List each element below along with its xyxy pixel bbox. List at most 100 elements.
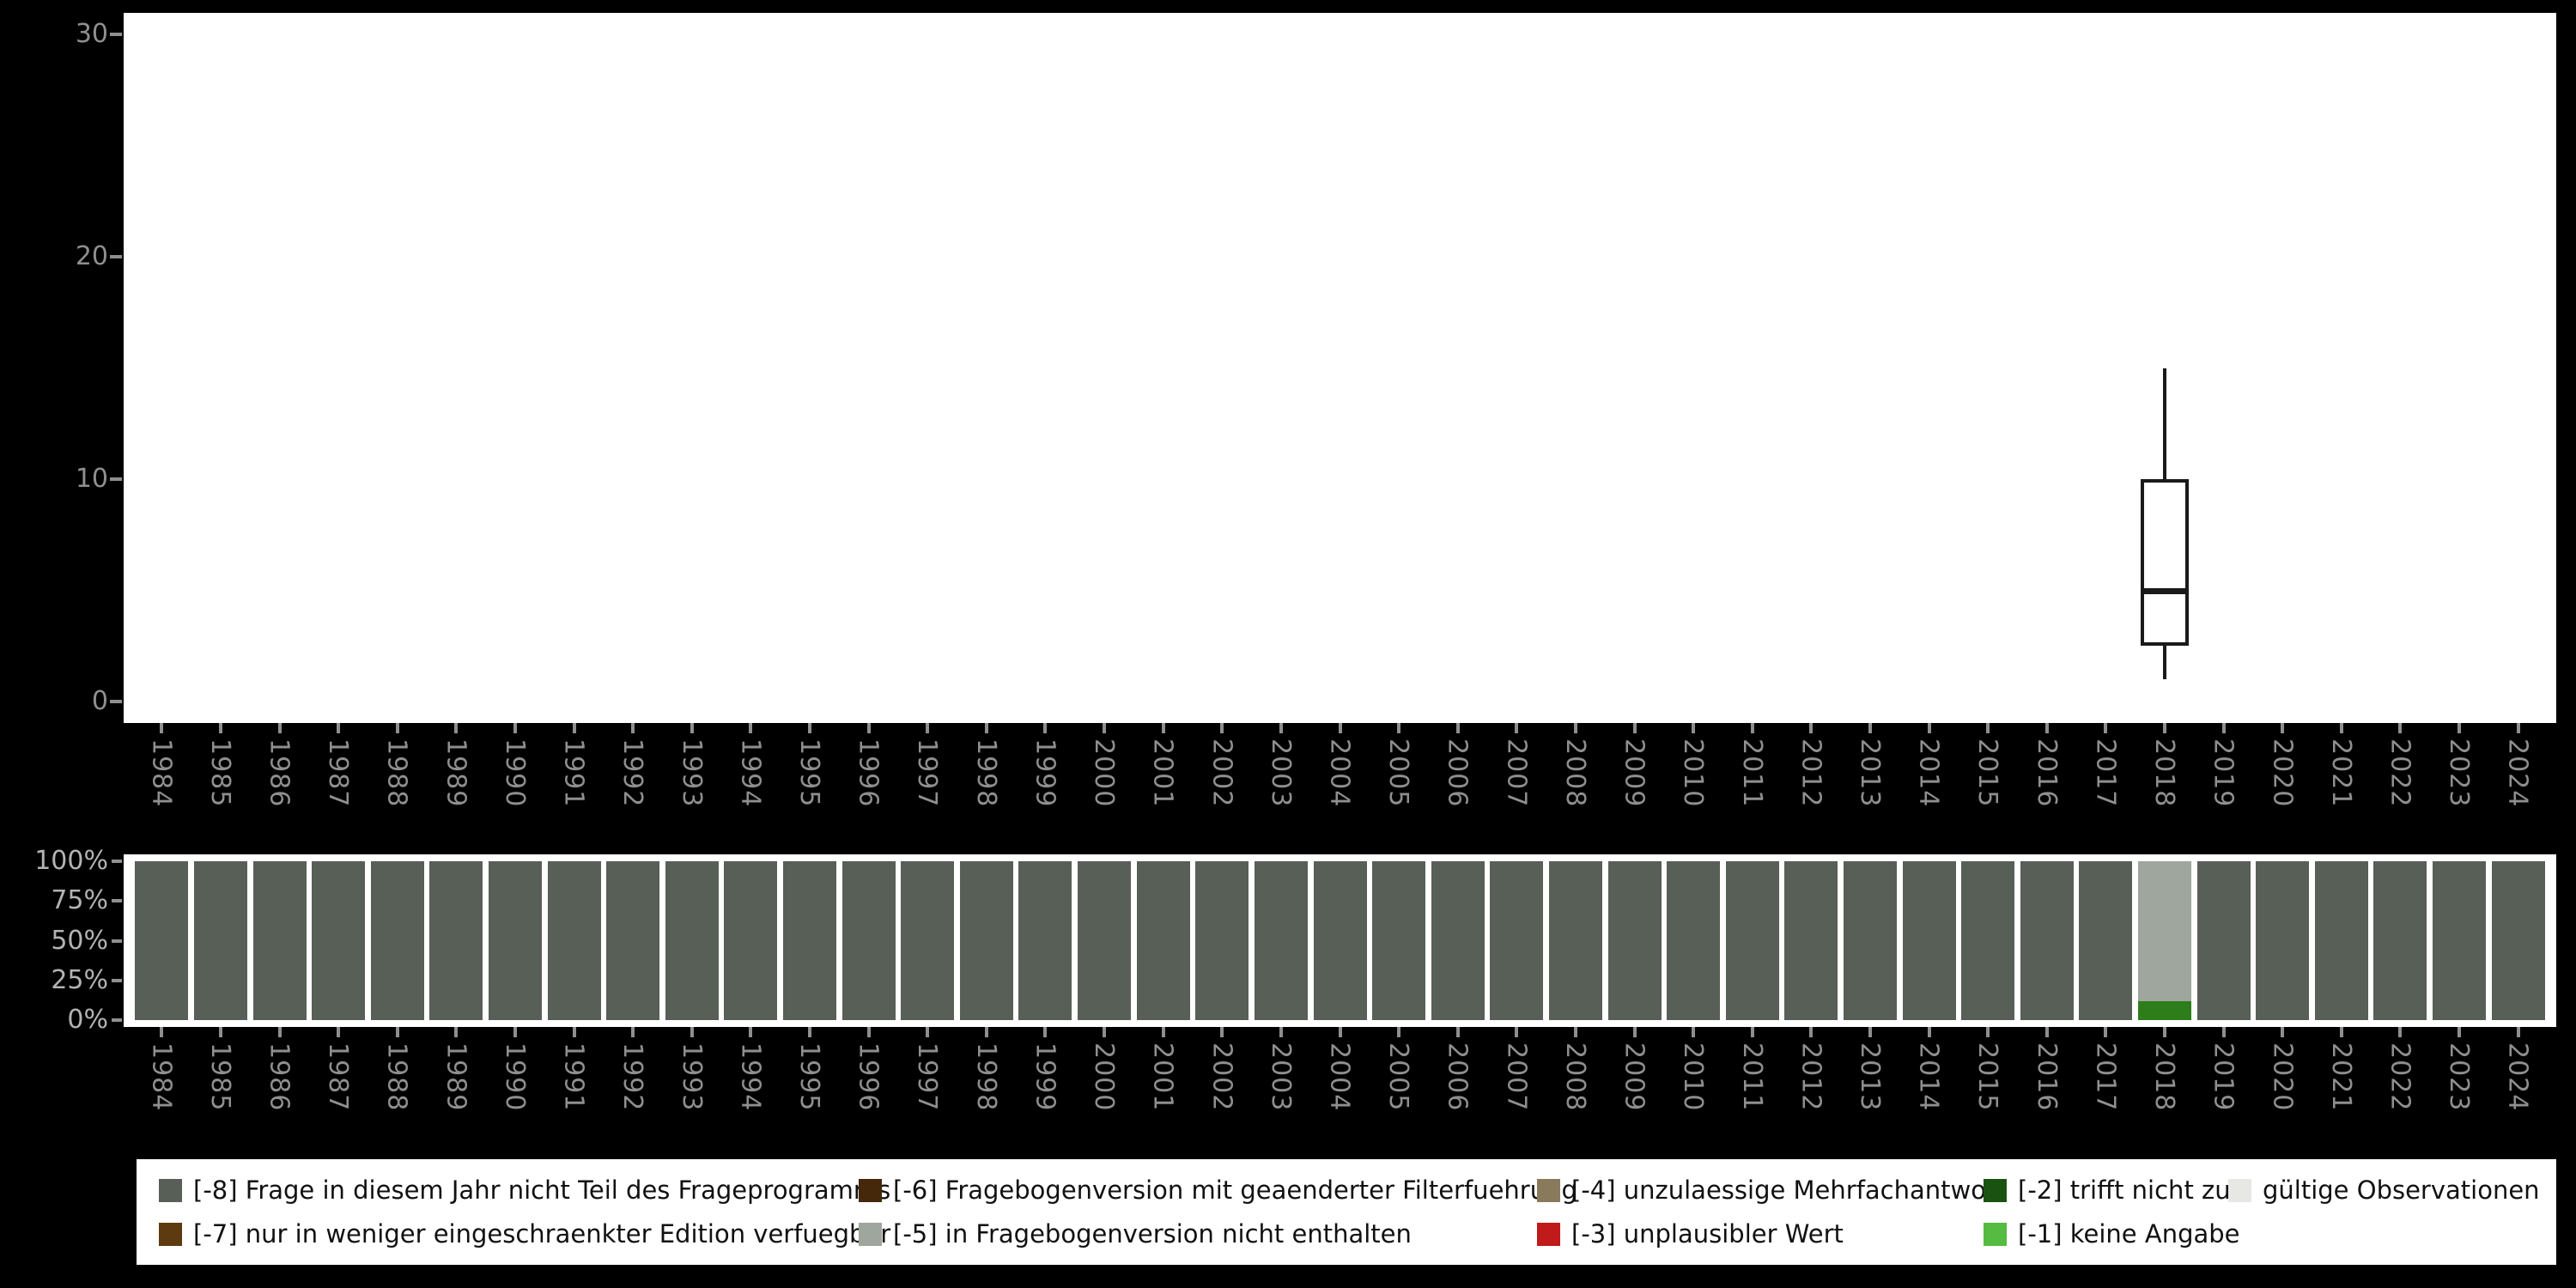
x-axis-tick (1750, 723, 1754, 733)
x-axis-tick (1397, 723, 1401, 733)
x-axis-year-label: 1990 (499, 738, 530, 808)
x-axis-year-label: 2021 (2325, 738, 2356, 808)
pct-axis-tick (112, 939, 122, 943)
legend-label: [-3] unplausibler Wert (1571, 1219, 1844, 1249)
x-axis-year-label: 2009 (1619, 738, 1649, 808)
x-axis-year-label: 1994 (735, 738, 766, 808)
x-axis-year-label: 1984 (146, 1042, 177, 1112)
legend-swatch--8 (159, 1178, 182, 1202)
x-axis-year-label: 2019 (2208, 738, 2239, 808)
x-axis-year-label: 2008 (1559, 738, 1590, 808)
x-axis-year-label: 1999 (1030, 1042, 1060, 1112)
x-axis-year-label: 1992 (617, 1042, 648, 1112)
x-axis-tick (2281, 1027, 2285, 1037)
y-axis-tick (110, 477, 122, 481)
x-axis-tick (337, 1027, 341, 1037)
stacked-bar-segment (1431, 861, 1485, 1020)
x-axis-year-label: 2011 (1736, 1042, 1767, 1112)
x-axis-tick (2339, 1027, 2343, 1037)
stacked-bar-segment (1490, 861, 1544, 1020)
x-axis-tick (1750, 1027, 1754, 1037)
legend-swatch--3 (1537, 1222, 1560, 1246)
x-axis-tick (1279, 723, 1283, 733)
x-axis-year-label: 1985 (204, 1042, 235, 1112)
stacked-bar-segment (1254, 861, 1308, 1020)
stacked-bar-segment (370, 861, 424, 1020)
x-axis-tick (277, 1027, 282, 1037)
x-axis-tick (2221, 1027, 2226, 1037)
x-axis-year-label: 1998 (970, 738, 1001, 808)
x-axis-tick (1397, 1027, 1401, 1037)
x-axis-year-label: 2024 (2502, 738, 2533, 808)
stacked-bar-segment (547, 861, 601, 1020)
x-axis-tick (866, 1027, 871, 1037)
x-axis-year-label: 2002 (1206, 738, 1237, 808)
x-axis-tick (1986, 1027, 1990, 1037)
x-axis-tick (2458, 723, 2462, 733)
x-axis-year-label: 1988 (381, 738, 412, 808)
pct-axis-label: 50% (51, 925, 108, 956)
x-axis-year-label: 1987 (323, 1042, 354, 1112)
x-axis-year-label: 2018 (2149, 1042, 2180, 1112)
stacked-bar-segment (2138, 1000, 2192, 1020)
boxplot-median-line (2141, 587, 2190, 594)
x-axis-year-label: 2022 (2385, 1042, 2415, 1112)
legend-item: [-3] unplausibler Wert (1537, 1219, 1984, 1249)
x-axis-year-label: 2006 (1442, 738, 1473, 808)
stacked-bar-segment (1961, 861, 2015, 1020)
x-axis-year-label: 1989 (440, 1042, 471, 1112)
stacked-bar-segment (2433, 861, 2487, 1020)
x-axis-year-label: 2018 (2149, 738, 2180, 808)
x-axis-tick (749, 1027, 753, 1037)
x-axis-tick (160, 1027, 164, 1037)
legend-item: [-2] trifft nicht zu (1984, 1176, 2231, 1205)
x-axis-tick (984, 723, 988, 733)
pct-axis-tick (112, 978, 122, 982)
pct-axis-tick (112, 899, 122, 903)
x-axis-tick (160, 723, 164, 733)
x-axis-tick (572, 723, 576, 733)
pct-axis-label: 75% (51, 885, 108, 916)
stacked-bar-segment (1843, 861, 1897, 1020)
stacked-bar-segment (2079, 861, 2133, 1020)
x-axis-tick (1692, 1027, 1696, 1037)
x-axis-year-label: 1990 (499, 1042, 530, 1112)
legend-item: [-6] Fragebogenversion mit geaenderter F… (859, 1176, 1577, 1205)
x-axis-tick (2104, 1027, 2108, 1037)
x-axis-year-label: 2012 (1795, 1042, 1826, 1112)
x-axis-tick (1868, 723, 1872, 733)
legend-swatch-valid (2228, 1178, 2251, 1202)
x-axis-year-label: 2016 (2031, 1042, 2062, 1112)
x-axis-year-label: 1991 (558, 1042, 589, 1112)
x-axis-year-label: 2020 (2267, 1042, 2298, 1112)
x-axis-tick (690, 723, 694, 733)
x-axis-year-label: 1995 (794, 738, 824, 808)
x-axis-tick (454, 1027, 459, 1037)
x-axis-tick (1692, 723, 1696, 733)
stacked-bar-segment (252, 861, 307, 1020)
x-axis-tick (926, 1027, 930, 1037)
x-axis-year-label: 2002 (1206, 1042, 1237, 1112)
stacked-bar-segment (2373, 861, 2427, 1020)
x-axis-year-label: 2013 (1854, 738, 1885, 808)
stacked-bar-segment (312, 861, 366, 1020)
stacked-bar-segment (2196, 861, 2251, 1020)
legend-swatch--2 (1984, 1178, 2007, 1202)
x-axis-year-label: 1988 (381, 1042, 412, 1112)
x-axis-year-label: 2014 (1913, 1042, 1944, 1112)
legend-label: [-4] unzulaessige Mehrfachantwort (1571, 1176, 2007, 1205)
x-axis-year-label: 2017 (2090, 1042, 2121, 1112)
stacked-bar-segment (429, 861, 483, 1020)
x-axis-tick (337, 723, 341, 733)
x-axis-tick (1043, 1027, 1048, 1037)
x-axis-year-label: 2015 (1972, 738, 2003, 808)
y-axis-tick (110, 33, 122, 36)
legend-swatch--4 (1537, 1178, 1560, 1202)
x-axis-tick (1220, 1027, 1224, 1037)
x-axis-year-label: 2017 (2090, 738, 2121, 808)
x-axis-year-label: 1994 (735, 1042, 766, 1112)
x-axis-year-label: 2023 (2444, 738, 2475, 808)
stacked-bar-segment (901, 861, 955, 1020)
stacked-bar-segment (2256, 861, 2310, 1020)
stacked-bar-segment (1313, 861, 1367, 1020)
